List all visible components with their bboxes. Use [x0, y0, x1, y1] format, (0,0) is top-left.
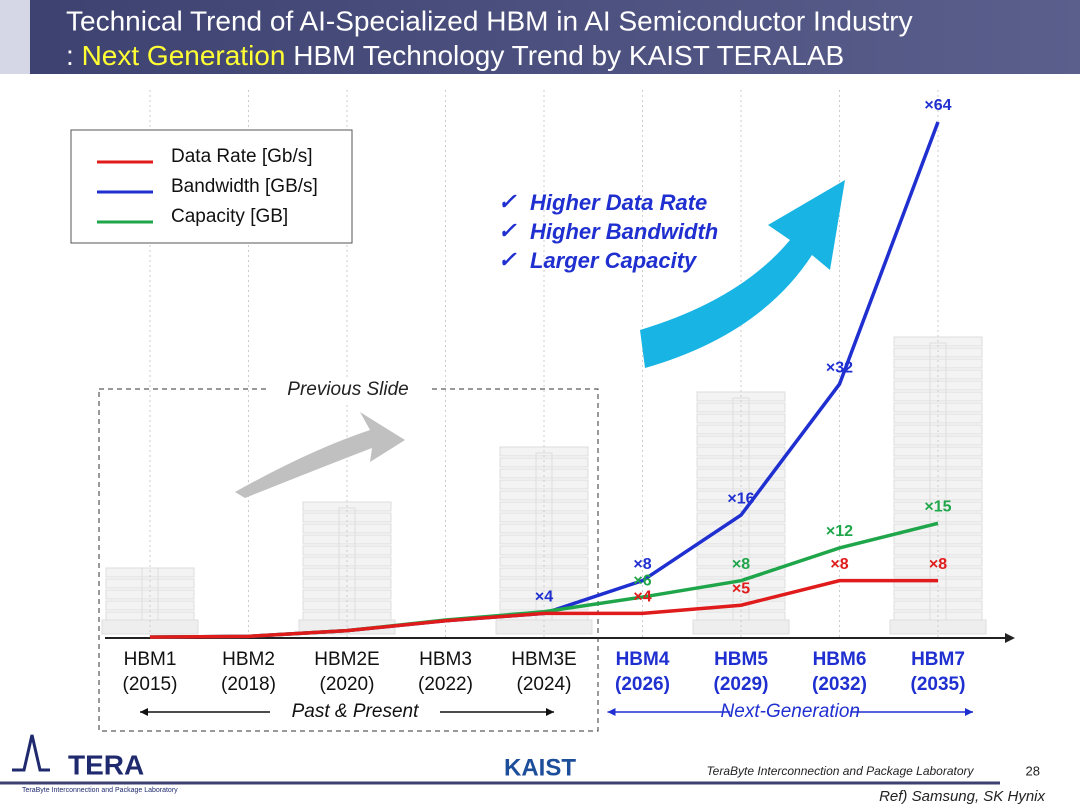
reference: Ref) Samsung, SK Hynix	[879, 788, 1045, 805]
check: ✓	[498, 247, 517, 272]
chip-layer	[302, 523, 392, 534]
x-tick-label: HBM7	[911, 649, 965, 670]
chip-layer	[499, 578, 589, 589]
x-tick-year: (2032)	[812, 674, 867, 695]
value-label: ×8	[929, 556, 947, 573]
group-arrow-head	[140, 708, 148, 716]
group-arrow-head	[546, 708, 554, 716]
legend: Data Rate [Gb/s] Bandwidth [GB/s] Capacity…	[97, 146, 318, 227]
header-bar	[0, 0, 1080, 74]
chip-layer	[696, 523, 786, 534]
chip-layer	[302, 578, 392, 589]
x-tick-year: (2024)	[517, 674, 572, 695]
x-tick-year: (2015)	[123, 674, 178, 695]
tera-sub: TeraByte Interconnection and Package Lab…	[22, 787, 178, 794]
legend-label: Bandwidth [GB/s]	[171, 176, 318, 197]
chip-layer	[105, 578, 195, 589]
label-bg	[270, 378, 428, 402]
bullet: Larger Capacity	[530, 248, 698, 273]
chip-layer	[499, 468, 589, 479]
value-label: ×8	[633, 556, 651, 573]
x-tick-year: (2029)	[714, 674, 769, 695]
value-label: ×4	[633, 589, 651, 606]
x-tick-year: (2022)	[418, 674, 473, 695]
x-tick-year: (2035)	[911, 674, 966, 695]
chip-layer	[893, 413, 983, 424]
rest: HBM Technology Trend by KAIST TERALAB	[293, 40, 844, 71]
check: ✓	[498, 218, 517, 243]
previous-slide: Previous Slide	[287, 379, 408, 400]
x-tick-label: HBM1	[124, 649, 177, 670]
x-axis-arrow	[1005, 633, 1015, 643]
highlight: Next Generation	[82, 40, 286, 71]
plot: HBM1 (2015) HBM2 (2018) HBM2E (2020) HBM3 (2022…	[123, 97, 973, 722]
value-label: ×8	[830, 556, 848, 573]
value-label: ×8	[732, 556, 750, 573]
legend-label: Data Rate [Gb/s]	[171, 146, 313, 167]
x-tick-year: (2018)	[221, 674, 276, 695]
bullet: Higher Bandwidth	[530, 219, 718, 244]
group-arrow-head	[965, 708, 973, 716]
header-strip	[0, 0, 30, 74]
title: Technical Trend of AI-Specialized HBM in…	[66, 5, 913, 36]
group-label: Next-Generation	[721, 701, 860, 722]
tera-logo: TERA	[68, 749, 144, 780]
value-label: ×12	[826, 523, 853, 540]
chip-layer	[696, 413, 786, 424]
tera-icon	[12, 734, 50, 772]
group-label: Past & Present	[292, 701, 419, 722]
bullets: ✓ Higher Data Rate ✓ Higher Bandwidth ✓ Lar…	[498, 189, 718, 273]
x-tick-year: (2026)	[615, 674, 670, 695]
chip-layer	[499, 523, 589, 534]
x-tick-label: HBM3E	[511, 649, 576, 670]
x-tick-label: HBM2E	[314, 649, 379, 670]
series-line	[149, 578, 938, 639]
chip-layer	[893, 468, 983, 479]
value-label: ×16	[727, 490, 754, 507]
x-tick-label: HBM2	[222, 649, 275, 670]
x-tick-year: (2020)	[320, 674, 375, 695]
grey-arrow	[235, 412, 405, 498]
value-label: ×32	[826, 359, 853, 376]
bullet: Higher Data Rate	[530, 190, 707, 215]
check: ✓	[498, 189, 517, 214]
value-label: ×6	[633, 572, 651, 589]
x-tick-label: HBM5	[714, 649, 768, 670]
x-tick-label: HBM3	[419, 649, 472, 670]
prefix: :	[66, 40, 74, 71]
legend-box	[70, 129, 353, 244]
chip-layer	[696, 468, 786, 479]
value-label: ×15	[924, 499, 951, 516]
group-arrow-head	[607, 708, 616, 716]
value-label: ×4	[535, 589, 553, 606]
cyan-arrow	[640, 180, 845, 368]
x-tick-label: HBM6	[813, 649, 867, 670]
past-box	[98, 388, 599, 732]
page-number: 28	[1026, 763, 1040, 778]
subtitle: : Next Generation HBM Technology Trend b…	[66, 40, 844, 71]
kaist-logo: KAIST	[504, 754, 576, 781]
chip-layer	[893, 358, 983, 369]
legend-label: Capacity [GB]	[171, 206, 288, 227]
value-label: ×5	[732, 580, 750, 597]
lab-name: TeraByte Interconnection and Package Lab…	[706, 764, 974, 778]
x-tick-label: HBM4	[616, 649, 670, 670]
value-label: ×64	[924, 97, 951, 114]
